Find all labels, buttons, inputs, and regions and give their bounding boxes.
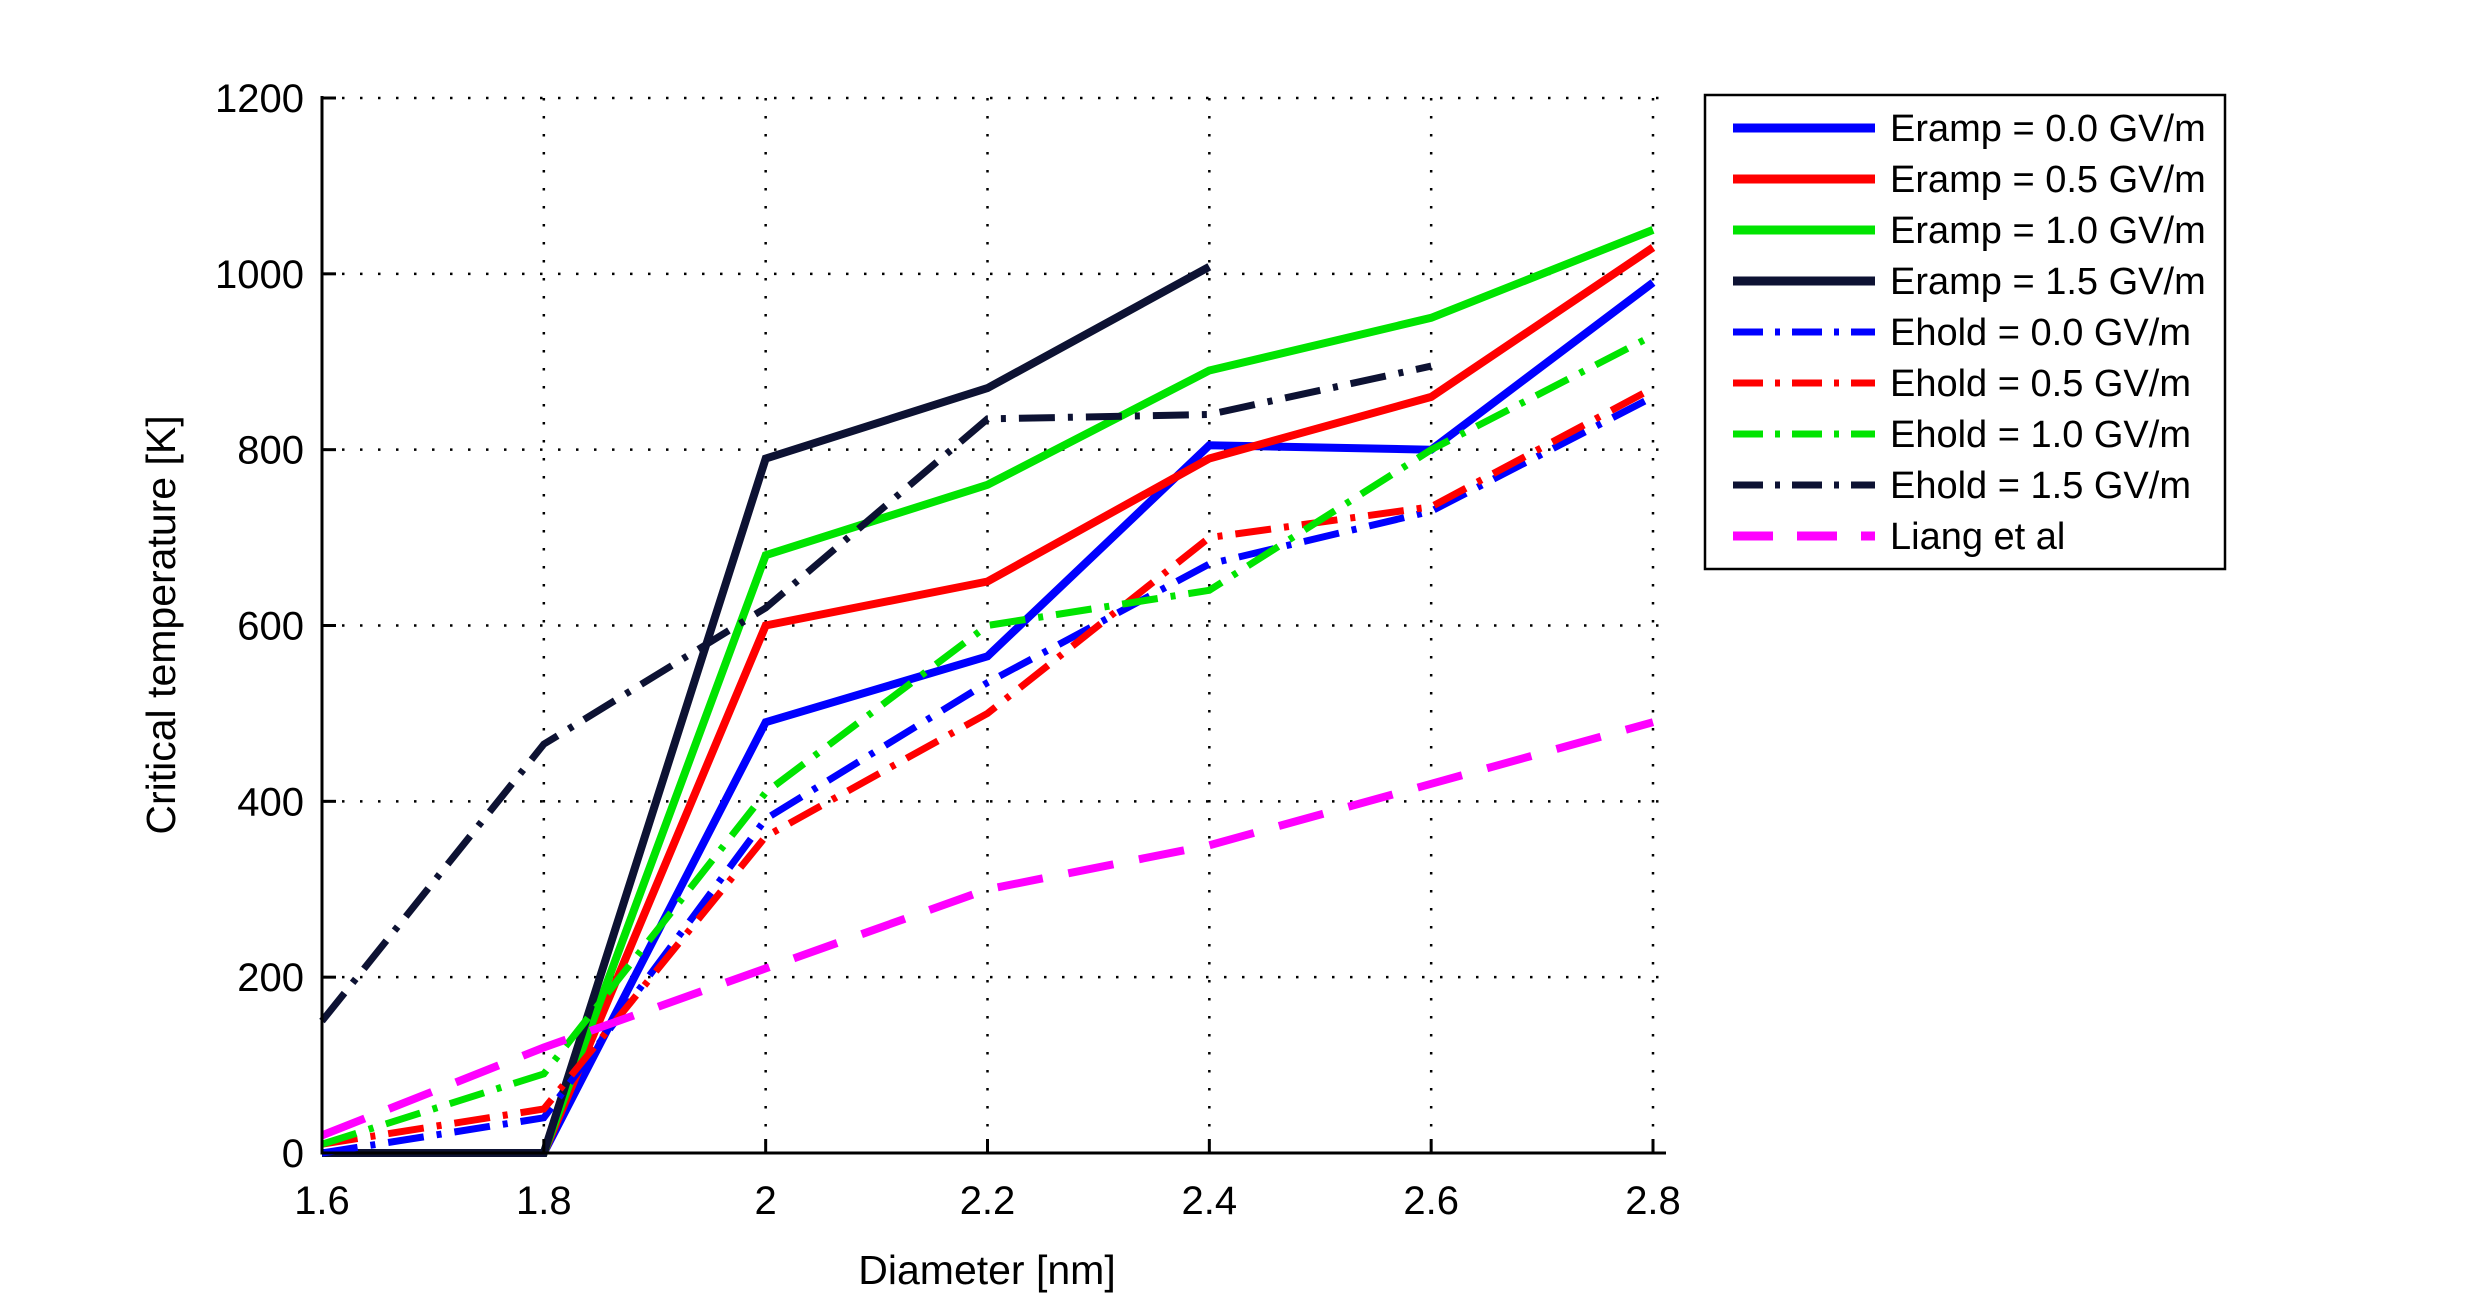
x-tick-label: 1.6: [294, 1179, 350, 1223]
x-tick-label: 1.8: [516, 1179, 572, 1223]
legend-label: Ehold = 1.0 GV/m: [1890, 414, 2191, 456]
x-tick-label: 2: [755, 1179, 777, 1223]
y-tick-label: 600: [237, 605, 304, 649]
x-axis-label: Diameter [nm]: [858, 1247, 1115, 1293]
x-tick-label: 2.8: [1625, 1179, 1681, 1223]
series-line-eramp-0.0-gv-m: [322, 279, 1656, 1157]
legend-box: [1703, 93, 2227, 571]
series-line-ehold-0.5-gv-m: [321, 385, 1655, 1148]
y-tick-label: 200: [237, 956, 304, 1000]
legend-label: Eramp = 0.0 GV/m: [1890, 108, 2206, 150]
y-tick-label: 800: [237, 429, 304, 473]
series-line-ehold-0.0-gv-m: [321, 393, 1655, 1157]
legend-label: Liang et al: [1890, 516, 2065, 558]
series-line-ehold-1.5-gv-m: [319, 362, 1432, 1024]
series-line-ehold-1.0-gv-m: [320, 332, 1655, 1148]
x-tick-label: 2.2: [960, 1179, 1016, 1223]
legend-label: Eramp = 0.5 GV/m: [1890, 159, 2206, 201]
series-line-liang-et-al: [320, 718, 1655, 1140]
y-tick-label: 0: [282, 1132, 304, 1176]
legend-label: Eramp = 1.5 GV/m: [1890, 261, 2206, 303]
y-axis-label: Critical temperature [K]: [138, 415, 184, 834]
x-tick-label: 2.6: [1403, 1179, 1459, 1223]
legend-label: Ehold = 0.0 GV/m: [1890, 312, 2191, 354]
legend-label: Ehold = 0.5 GV/m: [1890, 363, 2191, 405]
legend-label: Ehold = 1.5 GV/m: [1890, 465, 2191, 507]
y-tick-label: 400: [237, 780, 304, 824]
legend-label: Eramp = 1.0 GV/m: [1890, 210, 2206, 252]
y-tick-label: 1000: [215, 253, 304, 297]
y-tick-label: 1200: [215, 77, 304, 121]
x-tick-label: 2.4: [1182, 1179, 1238, 1223]
series-line-eramp-1.5-gv-m: [322, 263, 1212, 1157]
